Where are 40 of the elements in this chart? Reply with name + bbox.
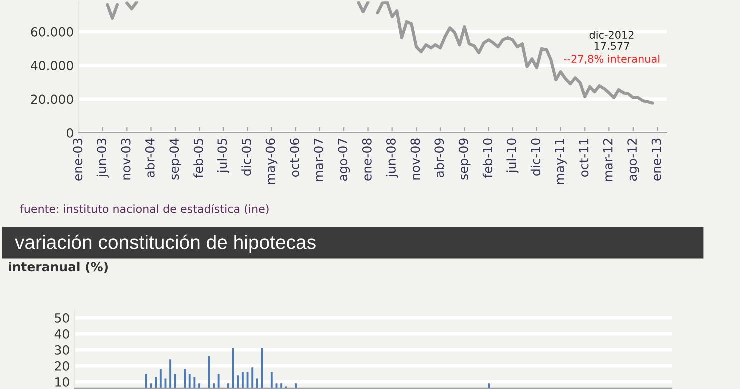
- x-tick-label: abr-04: [145, 138, 155, 178]
- y-tick-label: 20.000: [31, 94, 74, 104]
- x-tick-label: may-11: [555, 139, 567, 184]
- y-axis-title: interanual (%): [9, 262, 108, 274]
- y-tick-label: 20: [55, 361, 70, 371]
- x-tick-label: feb-10: [482, 138, 493, 178]
- y-tick-label: 40.000: [31, 61, 74, 71]
- source-note: fuente: instituto nacional de estadística (ine): [20, 204, 269, 215]
- annotation: --27,8% interanual: [564, 54, 660, 64]
- y-tick-label: 60.000: [31, 27, 74, 37]
- x-tick-label: dic-10: [530, 138, 541, 176]
- x-tick-label: feb-05: [194, 138, 204, 178]
- x-tick-label: jul-05: [217, 138, 230, 174]
- x-tick-label: ene-03: [73, 138, 83, 181]
- y-tick-label: 40: [54, 329, 70, 339]
- x-tick-label: nov-03: [121, 138, 131, 180]
- x-tick-label: jul-10: [506, 138, 519, 174]
- x-tick-label: nov-08: [410, 138, 420, 180]
- x-tick-label: mar-07: [314, 138, 324, 182]
- chart-title: variación constitución de hipotecas: [15, 234, 316, 254]
- x-tick-label: ago-07: [338, 138, 350, 182]
- x-tick-label: may-06: [266, 138, 278, 184]
- x-tick-label: ene-08: [362, 138, 372, 181]
- x-tick-label: oct-11: [579, 139, 589, 178]
- x-tick-label: mar-12: [603, 139, 613, 182]
- x-tick-label: dic-05: [242, 138, 252, 176]
- annotation: dic-2012: [590, 30, 634, 40]
- x-tick-label: ago-12: [628, 139, 640, 182]
- x-tick-label: sep-04: [170, 138, 182, 180]
- x-tick-label: sep-09: [458, 138, 471, 180]
- y-tick-label: 0: [67, 128, 74, 138]
- y-tick-label: 10: [56, 377, 70, 387]
- x-tick-label: jun-08: [386, 138, 398, 178]
- y-tick-label: 30: [55, 345, 70, 355]
- x-tick-label: jun-03: [96, 138, 109, 178]
- x-tick-label: abr-09: [434, 138, 444, 178]
- x-tick-label: oct-06: [290, 138, 300, 178]
- annotation: 17.577: [594, 42, 630, 50]
- x-tick-label: ene-13: [652, 138, 662, 181]
- y-tick-label: 50: [55, 313, 70, 323]
